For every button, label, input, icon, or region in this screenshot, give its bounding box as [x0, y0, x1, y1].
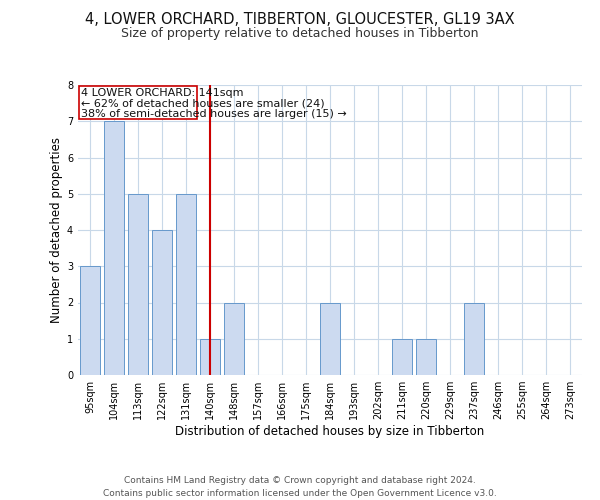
Bar [104, 121, 124, 375]
Text: 38% of semi-detached houses are larger (15) →: 38% of semi-detached houses are larger (… [81, 110, 347, 120]
Bar [152, 230, 172, 375]
Text: ← 62% of detached houses are smaller (24): ← 62% of detached houses are smaller (24… [81, 98, 325, 108]
Text: 4 LOWER ORCHARD: 141sqm: 4 LOWER ORCHARD: 141sqm [81, 88, 244, 98]
Y-axis label: Number of detached properties: Number of detached properties [50, 137, 63, 323]
Bar [464, 302, 484, 375]
Bar [320, 302, 340, 375]
Text: Size of property relative to detached houses in Tibberton: Size of property relative to detached ho… [121, 28, 479, 40]
Text: Contains HM Land Registry data © Crown copyright and database right 2024.
Contai: Contains HM Land Registry data © Crown c… [103, 476, 497, 498]
Bar [416, 339, 436, 375]
Bar [224, 302, 244, 375]
Bar [392, 339, 412, 375]
Bar [176, 194, 196, 375]
X-axis label: Distribution of detached houses by size in Tibberton: Distribution of detached houses by size … [175, 425, 485, 438]
Text: 4, LOWER ORCHARD, TIBBERTON, GLOUCESTER, GL19 3AX: 4, LOWER ORCHARD, TIBBERTON, GLOUCESTER,… [85, 12, 515, 28]
Bar [80, 266, 100, 375]
Bar [128, 194, 148, 375]
Bar [200, 339, 220, 375]
FancyBboxPatch shape [79, 86, 197, 119]
